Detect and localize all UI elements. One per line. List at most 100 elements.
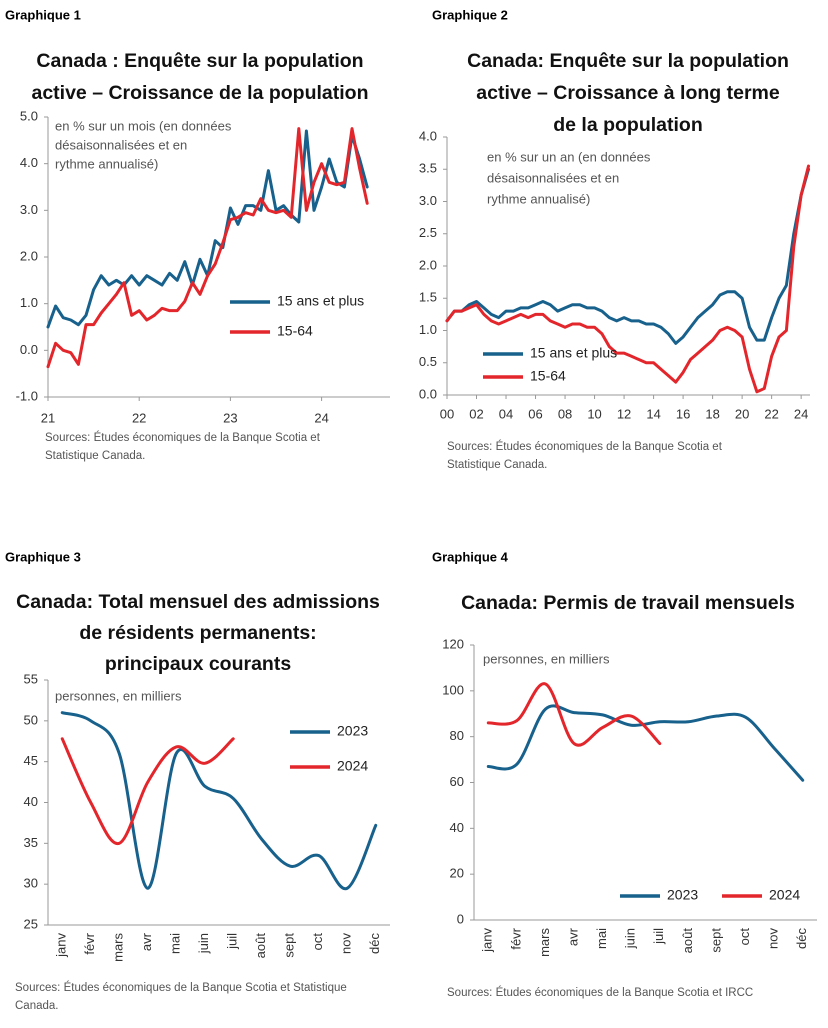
y-tick-label: 40	[24, 794, 38, 809]
y-tick-label: 0	[457, 911, 464, 926]
y-tick-label: 3.0	[419, 193, 437, 208]
x-tick-label: mai	[168, 933, 183, 954]
chart: Graphique 4 Canada: Permis de travail men…	[432, 549, 817, 999]
chart: Graphique 2 Canada: Enquête sur la popula…	[419, 7, 811, 471]
axis-note: en % sur un an (en données	[487, 149, 651, 164]
chart-title: active – Croissance à long terme	[476, 82, 780, 104]
y-tick-label: 100	[442, 682, 464, 697]
axis-note: rythme annualisé)	[487, 191, 590, 206]
x-tick-label: juin	[623, 928, 638, 949]
x-tick-label: mai	[594, 928, 609, 949]
axis-note: en % sur un mois (en données	[55, 118, 232, 133]
legend-label: 15 ans et plus	[277, 293, 364, 309]
x-tick-label: 16	[676, 406, 690, 421]
y-tick-label: 5.0	[20, 108, 38, 123]
data-line	[486, 682, 662, 747]
sources: Sources: Études économiques de la Banque…	[447, 440, 723, 453]
sources: Statistique Canada.	[45, 450, 145, 462]
chart: Graphique 1 Canada : Enquête sur la popul…	[5, 7, 390, 462]
chart-title: Canada: Enquête sur la population	[467, 50, 789, 72]
chart-label: Graphique 3	[5, 549, 81, 564]
x-tick-label: 08	[558, 406, 572, 421]
y-tick-label: 0.0	[20, 342, 38, 357]
y-tick-label: 3.5	[419, 161, 437, 176]
legend-label: 2023	[667, 887, 698, 903]
y-tick-label: 4.0	[20, 155, 38, 170]
sources: Statistique Canada.	[447, 459, 547, 471]
chart-title: active – Croissance de la population	[31, 82, 368, 104]
y-tick-label: 1.0	[419, 322, 437, 337]
y-tick-label: 0.5	[419, 354, 437, 369]
x-tick-label: mars	[111, 933, 126, 962]
x-tick-label: avr	[565, 927, 580, 946]
x-tick-label: févr	[508, 927, 523, 949]
y-tick-label: 2.0	[20, 248, 38, 263]
x-tick-label: 22	[764, 406, 778, 421]
chart-title: de résidents permanents:	[79, 622, 316, 644]
data-line	[60, 711, 378, 890]
y-tick-label: 60	[450, 774, 464, 789]
legend-label: 15 ans et plus	[530, 345, 617, 361]
sources: Canada.	[15, 1000, 58, 1012]
x-tick-label: août	[680, 928, 695, 954]
x-tick-label: 14	[646, 406, 660, 421]
x-tick-label: oct	[737, 928, 752, 946]
axis-note: désaisonnalisées et en	[487, 170, 619, 185]
x-tick-label: 20	[735, 406, 749, 421]
x-tick-label: avr	[139, 932, 154, 951]
x-tick-label: 18	[705, 406, 719, 421]
axis-note: désaisonnalisées et en	[55, 137, 187, 152]
y-tick-label: 30	[24, 876, 38, 891]
x-tick-label: août	[253, 933, 268, 959]
data-line	[445, 167, 811, 345]
y-tick-label: 50	[24, 712, 38, 727]
chart-label: Graphique 4	[432, 549, 509, 564]
x-tick-label: oct	[310, 933, 325, 951]
chart: Graphique 3 Canada: Total mensuel des adm…	[5, 549, 390, 1012]
x-tick-label: juin	[196, 933, 211, 954]
x-tick-label: 22	[132, 410, 146, 425]
x-tick-label: sept	[282, 933, 297, 958]
y-tick-label: 25	[24, 916, 38, 931]
axis-note: rythme annualisé)	[55, 156, 158, 171]
chart-title: Canada: Permis de travail mensuels	[461, 592, 795, 614]
x-tick-label: déc	[794, 928, 809, 949]
sources: Sources: Études économiques de la Banque…	[447, 986, 753, 999]
y-tick-label: 1.0	[20, 295, 38, 310]
sources: Sources: Études économiques de la Banque…	[15, 981, 347, 994]
x-tick-label: janv	[480, 928, 495, 953]
x-tick-label: janv	[54, 933, 69, 958]
legend-label: 2023	[337, 723, 368, 739]
sources: Sources: Études économiques de la Banque…	[45, 431, 321, 444]
y-tick-label: 120	[442, 636, 464, 651]
x-tick-label: 23	[223, 410, 237, 425]
x-tick-label: 24	[314, 410, 328, 425]
x-tick-label: déc	[367, 933, 382, 954]
legend-label: 2024	[769, 887, 800, 903]
y-tick-label: 3.0	[20, 202, 38, 217]
y-tick-label: 20	[450, 866, 464, 881]
y-tick-label: 2.0	[419, 257, 437, 272]
x-tick-label: nov	[766, 928, 781, 949]
x-tick-label: sept	[708, 928, 723, 953]
x-tick-label: févr	[82, 932, 97, 954]
y-tick-label: 1.5	[419, 290, 437, 305]
x-tick-label: 12	[617, 406, 631, 421]
y-tick-label: 35	[24, 835, 38, 850]
y-tick-label: -1.0	[16, 388, 38, 403]
axis-note: personnes, en milliers	[483, 651, 610, 666]
data-line	[445, 164, 811, 394]
y-tick-label: 45	[24, 753, 38, 768]
chart-title: Canada: Total mensuel des admissions	[16, 591, 380, 613]
x-tick-label: 02	[469, 406, 483, 421]
axis-note: personnes, en milliers	[55, 688, 182, 703]
y-tick-label: 40	[450, 820, 464, 835]
x-tick-label: juil	[651, 928, 666, 945]
x-tick-label: 06	[528, 406, 542, 421]
x-tick-label: 10	[587, 406, 601, 421]
chart-title: Canada : Enquête sur la population	[36, 50, 363, 72]
y-tick-label: 4.0	[419, 128, 437, 143]
x-tick-label: 21	[41, 410, 55, 425]
x-tick-label: 04	[499, 406, 513, 421]
